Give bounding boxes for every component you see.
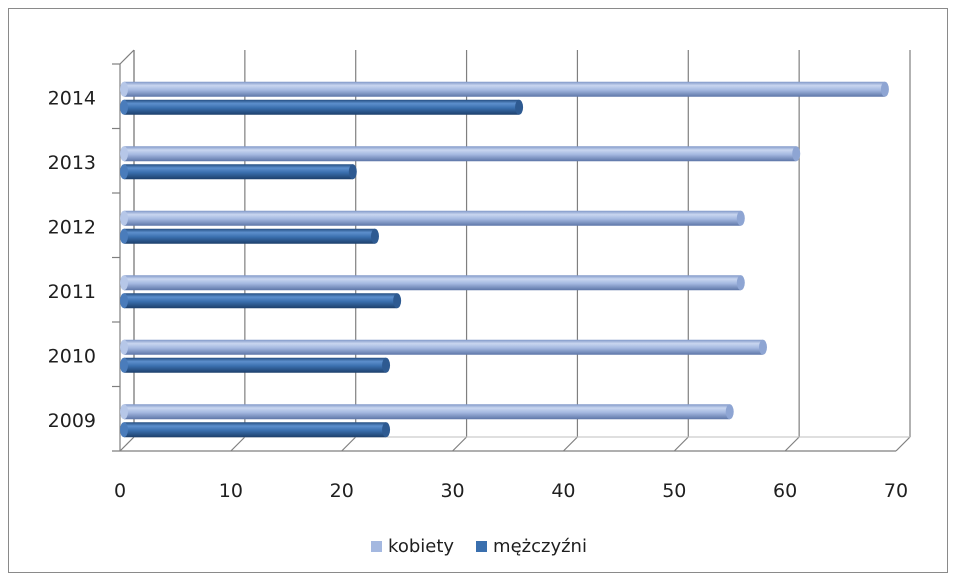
bar-mezczyzni-2012: [120, 228, 379, 244]
bar-cap: [393, 293, 402, 309]
x-tick-label-40: 40: [551, 480, 575, 502]
x-tick-label-0: 0: [114, 480, 126, 502]
labels-layer: 0 10 20 30 40 50 60 70 2009 2010 2011 2012 2013 2014: [48, 87, 908, 502]
bar-base: [120, 275, 128, 291]
bar-body: [124, 99, 520, 115]
y-tick-label-2010: 2010: [48, 345, 96, 367]
bar-kobiety-2012: [120, 210, 745, 226]
bar-kobiety-2014: [120, 81, 889, 97]
bars-layer: [120, 81, 889, 438]
floor-line-60: [784, 436, 800, 452]
y-tick-label-2014: 2014: [48, 87, 96, 109]
floor-line-0: [119, 436, 135, 452]
bar-cap: [382, 357, 391, 373]
bar-mezczyzni-2010: [120, 357, 391, 373]
bar-mezczyzni-2009: [120, 422, 391, 438]
bar-body: [124, 228, 375, 244]
bar-base: [120, 164, 128, 180]
bar-body: [124, 293, 398, 309]
x-tick-label-70: 70: [884, 480, 908, 502]
bar-mezczyzni-2014: [120, 99, 524, 115]
floor-line-70: [895, 436, 911, 452]
bar-cap: [348, 164, 357, 180]
bar-body: [124, 164, 353, 180]
bar-base: [120, 81, 128, 97]
bar-body: [124, 275, 741, 291]
bar-body: [124, 357, 387, 373]
bar-kobiety-2013: [120, 146, 801, 162]
legend-swatch: [476, 540, 488, 552]
bar-base: [120, 357, 128, 373]
bar-cap: [736, 275, 745, 291]
bar-body: [124, 339, 763, 355]
legend-label: kobiety: [388, 535, 455, 557]
bar-mezczyzni-2011: [120, 293, 402, 309]
floor-line-30: [452, 436, 467, 452]
bar-cap: [792, 146, 801, 162]
y-tick-label-2009: 2009: [48, 410, 96, 432]
y-tick-label-2013: 2013: [48, 152, 96, 174]
bar-cap: [515, 99, 524, 115]
bar-base: [120, 339, 128, 355]
floor-line-40: [563, 436, 578, 452]
bar-base: [120, 146, 128, 162]
x-tick-label-30: 30: [440, 480, 464, 502]
bar-cap: [382, 422, 391, 438]
bar-base: [120, 210, 128, 226]
bar-kobiety-2010: [120, 339, 767, 355]
y-axis-top-diag: [119, 49, 135, 65]
legend: kobiety mężczyźni: [0, 530, 958, 562]
bar-body: [124, 81, 885, 97]
bar-base: [120, 293, 128, 309]
bar-base: [120, 404, 128, 420]
bar-cap: [370, 228, 379, 244]
bar-cap: [736, 210, 745, 226]
legend-label: mężczyźni: [493, 535, 587, 557]
bar-kobiety-2011: [120, 275, 745, 291]
bar-body: [124, 146, 797, 162]
x-tick-label-50: 50: [662, 480, 686, 502]
floor-line-20: [341, 436, 357, 452]
legend-swatch: [371, 540, 383, 552]
x-tick-label-20: 20: [330, 480, 354, 502]
bar-cap: [880, 81, 889, 97]
bar-base: [120, 422, 128, 438]
bar-body: [124, 404, 730, 420]
bar-mezczyzni-2013: [120, 164, 357, 180]
y-tick-label-2012: 2012: [48, 216, 96, 238]
bar-cap: [725, 404, 734, 420]
floor-line-50: [673, 436, 689, 452]
bar-kobiety-2009: [120, 404, 734, 420]
bar-base: [120, 99, 128, 115]
legend-item-mezczyzni: mężczyźni: [476, 536, 587, 557]
bar-body: [124, 422, 387, 438]
floor-line-10: [230, 436, 246, 452]
x-tick-label-60: 60: [773, 480, 797, 502]
legend-item-kobiety: kobiety: [371, 536, 454, 557]
bar-cap: [758, 339, 767, 355]
y-tick-label-2011: 2011: [48, 281, 96, 303]
bar-body: [124, 210, 741, 226]
x-tick-label-10: 10: [219, 480, 243, 502]
bar-base: [120, 228, 128, 244]
